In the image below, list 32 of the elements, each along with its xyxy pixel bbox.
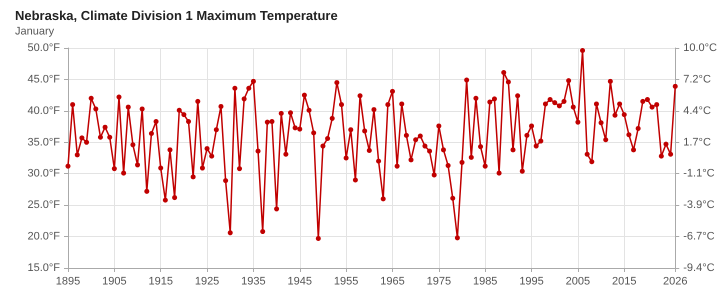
- chart-subtitle: January: [15, 26, 55, 38]
- x-tick-label: 1955: [334, 276, 358, 288]
- x-tick-label: 1965: [380, 276, 405, 288]
- y-tick-label: 25.0°F: [27, 199, 60, 212]
- y2-tick-label: -9.4°C: [683, 262, 715, 274]
- x-tick-label: 1995: [519, 276, 544, 288]
- x-tick-label: 1895: [56, 276, 80, 288]
- y2-tick-label: 7.2°C: [683, 73, 711, 86]
- x-tick-label: 2015: [612, 276, 636, 288]
- y2-tick-label: -3.9°C: [683, 199, 715, 212]
- x-tick-label: 1935: [241, 276, 266, 288]
- y2-tick-label: 1.7°C: [683, 136, 711, 148]
- y-tick-label: 35.0°F: [27, 136, 60, 148]
- y-tick-label: 50.0°F: [27, 42, 60, 54]
- x-tick-label: 1915: [148, 276, 173, 288]
- y-tick-label: 45.0°F: [27, 73, 60, 86]
- y-tick-label: 30.0°F: [27, 168, 60, 180]
- y2-tick-label: 10.0°C: [683, 42, 718, 54]
- x-tick-label: 1985: [472, 276, 498, 288]
- x-tick-label: 2026: [663, 276, 688, 288]
- x-tick-label: 1905: [102, 276, 127, 288]
- x-tick-label: 1925: [194, 276, 220, 288]
- y2-tick-label: -6.7°C: [683, 230, 715, 243]
- chart-title: Nebraska, Climate Division 1 Maximum Temperature: [15, 8, 338, 23]
- y2-tick-label: -1.1°C: [683, 168, 715, 180]
- y-tick-label: 20.0°F: [27, 230, 60, 243]
- x-tick-label: 1945: [288, 276, 312, 288]
- y-tick-label: 40.0°F: [27, 104, 60, 117]
- x-tick-label: 1975: [426, 276, 452, 288]
- x-tick-label: 2005: [566, 276, 590, 288]
- y-tick-label: 15.0°F: [27, 262, 60, 274]
- y2-tick-label: 4.4°C: [683, 104, 711, 117]
